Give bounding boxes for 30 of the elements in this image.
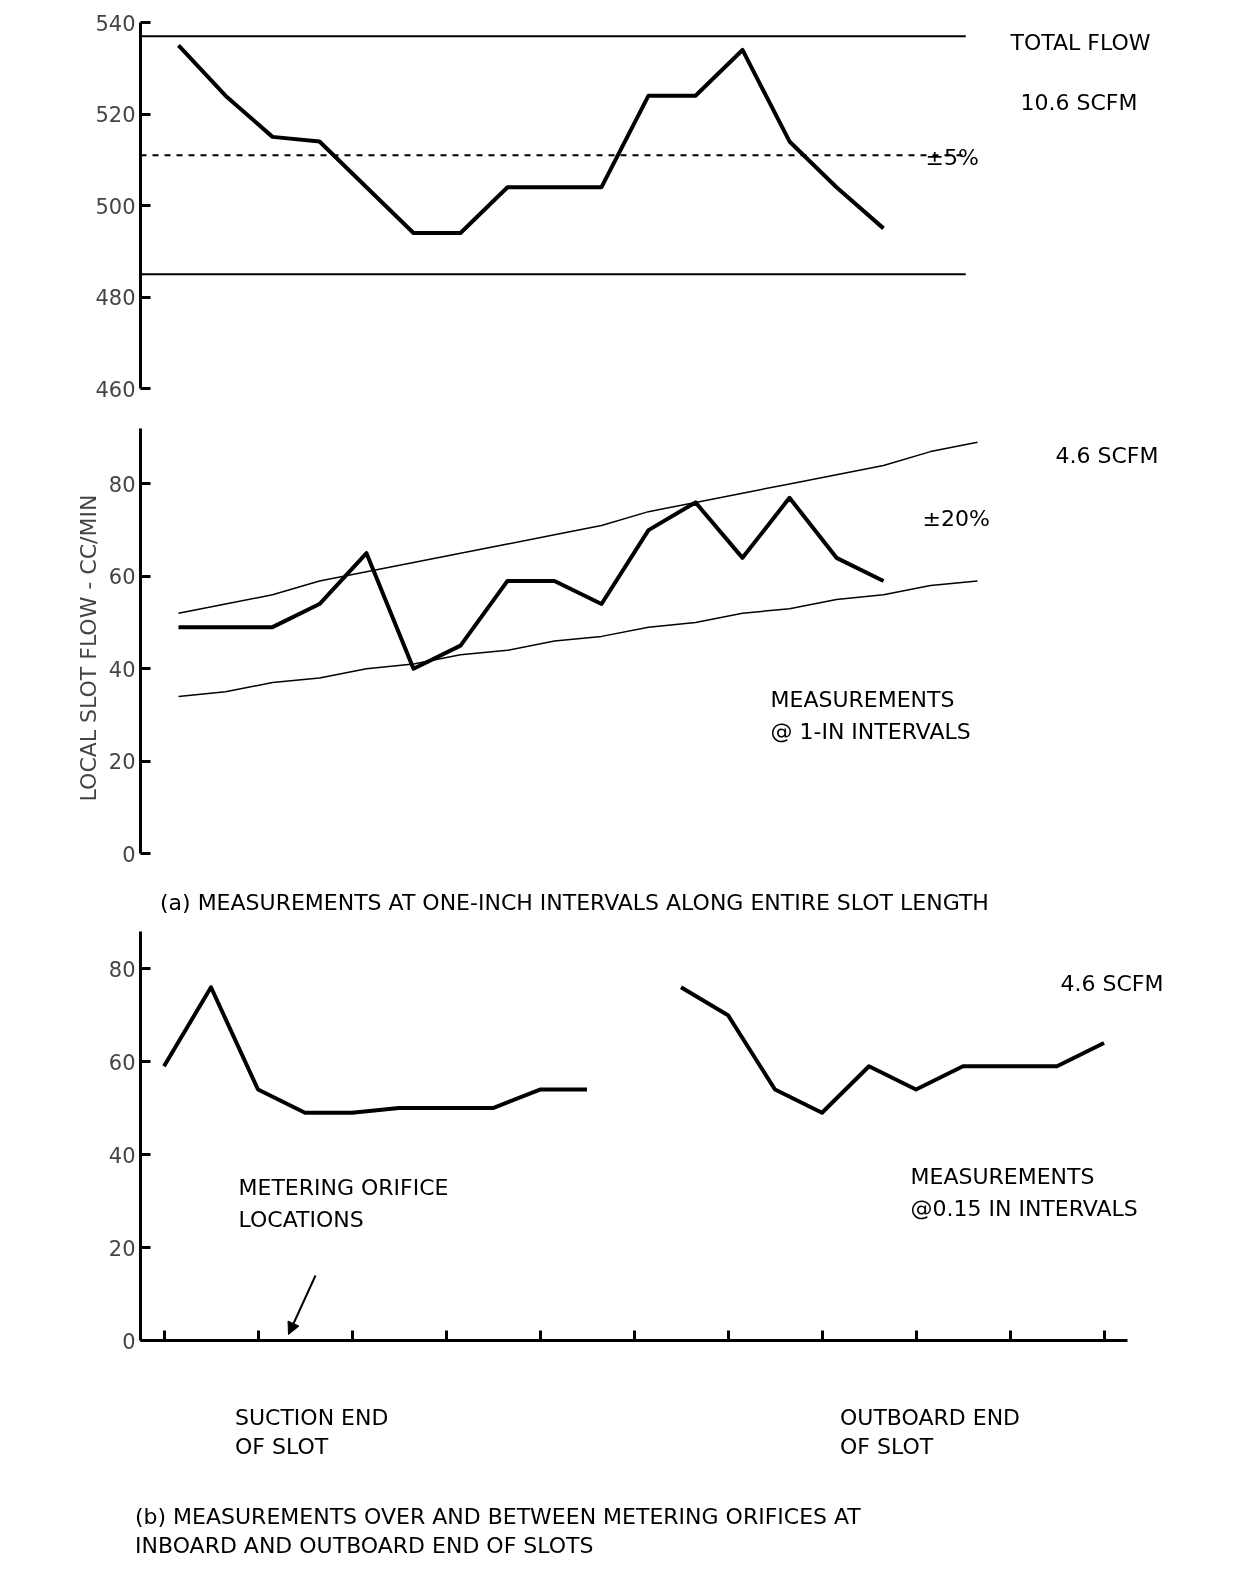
y-tick-label: 60 bbox=[108, 1050, 136, 1075]
annotation: METERING ORIFICE LOCATIONS bbox=[238, 1174, 449, 1233]
y-tick-label: 480 bbox=[95, 286, 136, 310]
y-tick-label: 460 bbox=[95, 377, 136, 402]
y-tick-label: 40 bbox=[108, 657, 136, 682]
text: ±5% bbox=[925, 145, 979, 170]
y-tick-label: 40 bbox=[108, 1143, 136, 1168]
y-tick-label: 80 bbox=[108, 957, 136, 982]
y-tick-label: 80 bbox=[108, 472, 136, 497]
y-tick-label: 540 bbox=[95, 11, 136, 36]
annotation: MEASUREMENTS @ 1-IN INTERVALS bbox=[770, 686, 971, 745]
text: 4.6 SCFM bbox=[1055, 443, 1159, 468]
y-tick-label: 60 bbox=[108, 565, 136, 590]
annotation: 4.6 SCFM bbox=[1060, 971, 1164, 996]
y-axis-title: LOCAL SLOT FLOW - CC/MIN bbox=[75, 494, 101, 802]
text: TOTAL FLOW bbox=[1009, 30, 1151, 55]
text: OUTBOARD END OF SLOT bbox=[840, 1404, 1021, 1461]
line-series bbox=[162, 985, 589, 1115]
text: (b) MEASUREMENTS OVER AND BETWEEN METERING ORIFICES AT INBOARD AND OUTBOARD END OF SLOTS bbox=[135, 1503, 861, 1560]
y-tick-label: 0 bbox=[122, 842, 136, 867]
text: SUCTION END OF SLOT bbox=[235, 1404, 389, 1461]
text: 10.6 SCFM bbox=[1020, 90, 1138, 115]
annotation: ±20% bbox=[922, 506, 990, 531]
y-tick-label: 500 bbox=[95, 194, 136, 219]
y-tick-label: 20 bbox=[108, 750, 136, 775]
y-tick-label: 20 bbox=[108, 1236, 136, 1261]
annotation: MEASUREMENTS @0.15 IN INTERVALS bbox=[910, 1163, 1138, 1222]
text: (a) MEASUREMENTS AT ONE-INCH INTERVALS ALONG ENTIRE SLOT LENGTH bbox=[160, 888, 989, 917]
y-tick-label: 520 bbox=[95, 103, 136, 127]
y-tick-label: 0 bbox=[122, 1329, 136, 1354]
